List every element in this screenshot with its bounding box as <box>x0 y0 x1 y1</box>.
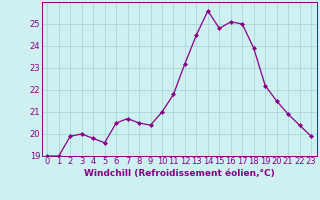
X-axis label: Windchill (Refroidissement éolien,°C): Windchill (Refroidissement éolien,°C) <box>84 169 275 178</box>
